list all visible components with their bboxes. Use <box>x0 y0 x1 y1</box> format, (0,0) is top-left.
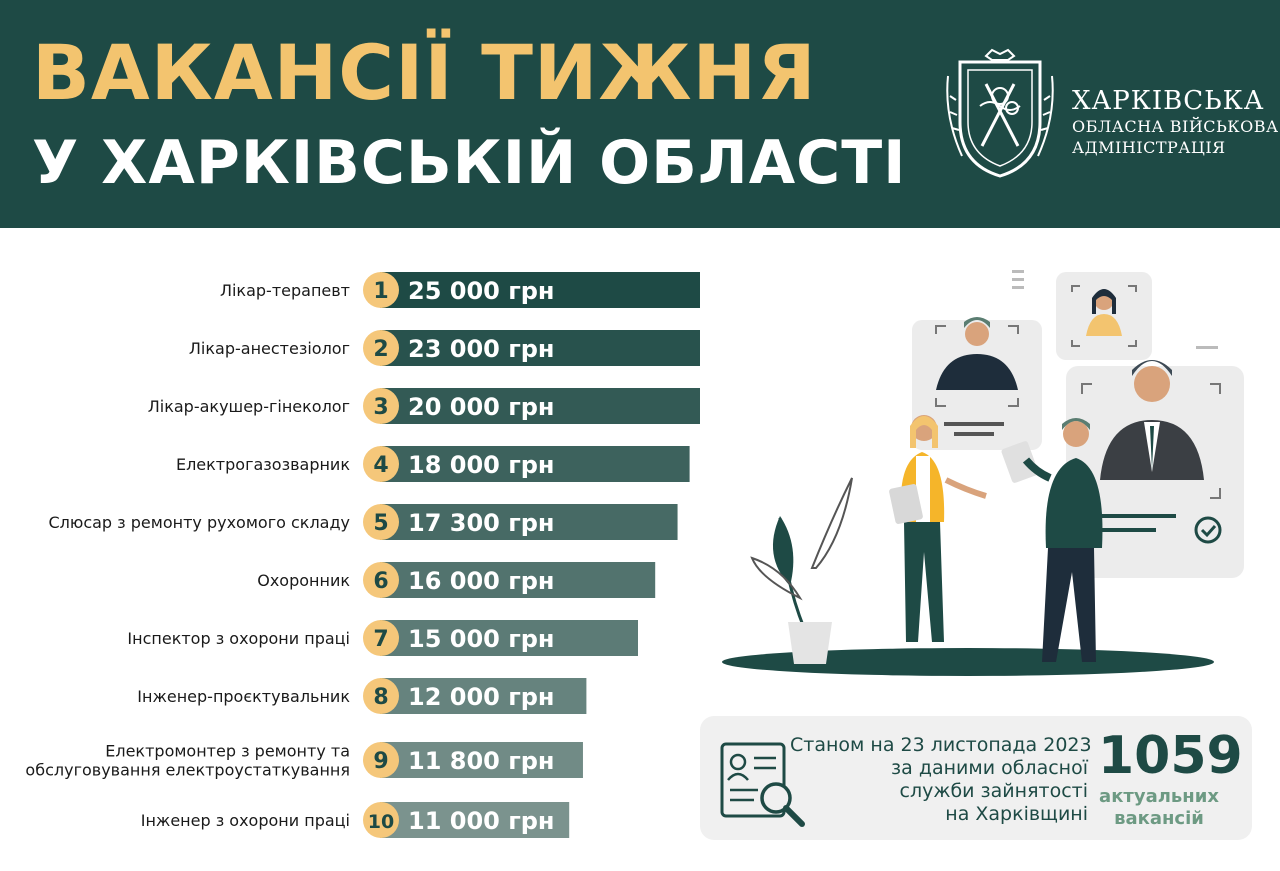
header-banner: ВАКАНСІЇ ТИЖНЯ У ХАРКІВСЬКІЙ ОБЛАСТІ ХАР… <box>0 0 1280 228</box>
rank-label-10: 10 <box>368 811 394 833</box>
rank-badge-5 <box>363 504 399 540</box>
rank-badge-8 <box>363 678 399 714</box>
info-text: Станом на 23 листопада 2023 за даними об… <box>790 734 1092 826</box>
coat-of-arms-icon <box>946 48 1054 178</box>
value-label-5: 17 300 грн <box>408 509 555 537</box>
category-label-10: Інженер з охорони праці <box>141 811 350 830</box>
category-label-4: Електрогазозварник <box>176 455 350 474</box>
vacancy-count-label-1: актуальних <box>1099 786 1219 807</box>
info-line-2: за даними обласної <box>891 757 1088 779</box>
salary-bar-chart: 1 25 000 грн Лікар-терапевт 2 23 000 грн Ліка… <box>25 272 700 838</box>
rank-badge-7 <box>363 620 399 656</box>
vacancy-count: 1059 <box>1098 726 1243 786</box>
page-title: ВАКАНСІЇ ТИЖНЯ <box>32 28 817 117</box>
value-label-2: 23 000 грн <box>408 335 555 363</box>
category-label-7: Інспектор з охорони праці <box>127 629 350 648</box>
rank-badge-4 <box>363 446 399 482</box>
info-line-3: служби зайнятості <box>899 780 1089 802</box>
org-line-1: ХАРКІВСЬКА <box>1072 86 1265 116</box>
value-label-8: 12 000 грн <box>408 683 555 711</box>
category-label-1: Лікар-терапевт <box>220 281 350 300</box>
organization-name: ХАРКІВСЬКА ОБЛАСНА ВІЙСЬКОВА АДМІНІСТРАЦ… <box>1072 86 1279 158</box>
rank-badge-9 <box>363 742 399 778</box>
category-label-9-line-2: обслуговування електроустаткування <box>25 761 350 780</box>
value-label-6: 16 000 грн <box>408 567 555 595</box>
bar-4 <box>380 446 690 482</box>
category-label-6: Охоронник <box>257 571 350 590</box>
bar-10 <box>380 802 570 838</box>
category-label-5: Слюсар з ремонту рухомого складу <box>48 513 350 532</box>
org-line-3: АДМІНІСТРАЦІЯ <box>1072 138 1226 157</box>
rank-label-9: 9 <box>373 749 388 774</box>
rank-badge-10 <box>363 802 399 838</box>
rank-label-6: 6 <box>373 569 388 594</box>
rank-badge-2 <box>363 330 399 366</box>
rank-label-3: 3 <box>373 395 388 420</box>
rank-label-2: 2 <box>373 337 388 362</box>
bar-1 <box>380 272 700 308</box>
info-panel <box>700 716 1252 840</box>
rank-label-4: 4 <box>373 453 388 478</box>
info-line-4: на Харківщині <box>945 803 1088 825</box>
category-label-8: Інженер-проєктувальник <box>137 687 350 706</box>
vacancy-count-label: актуальних вакансій <box>1098 786 1220 830</box>
rank-badge-6 <box>363 562 399 598</box>
value-label-1: 25 000 грн <box>408 277 555 305</box>
value-label-4: 18 000 грн <box>408 451 555 479</box>
category-label-3: Лікар-акушер-гінеколог <box>148 397 350 416</box>
value-label-3: 20 000 грн <box>408 393 555 421</box>
rank-label-7: 7 <box>373 627 388 652</box>
rank-label-5: 5 <box>373 511 388 536</box>
bar-8 <box>380 678 587 714</box>
org-line-2: ОБЛАСНА ВІЙСЬКОВА <box>1072 117 1279 136</box>
value-label-10: 11 000 грн <box>408 807 555 835</box>
info-line-1: Станом на 23 листопада 2023 <box>790 734 1092 756</box>
document-search-icon <box>720 742 805 827</box>
bar-6 <box>380 562 656 598</box>
rank-label-1: 1 <box>373 279 388 304</box>
value-label-7: 15 000 грн <box>408 625 555 653</box>
vacancy-count-label-2: вакансій <box>1114 808 1204 829</box>
rank-badge-1 <box>363 272 399 308</box>
category-label-9-line-1: Електромонтер з ремонту та <box>105 742 350 761</box>
page-subtitle: У ХАРКІВСЬКІЙ ОБЛАСТІ <box>32 128 907 198</box>
bar-3 <box>380 388 700 424</box>
bar-7 <box>380 620 638 656</box>
category-label-2: Лікар-анестезіолог <box>189 339 350 358</box>
recruitment-illustration-icon <box>722 270 1244 676</box>
bar-2 <box>380 330 700 366</box>
value-label-9: 11 800 грн <box>408 747 555 775</box>
bar-9 <box>380 742 583 778</box>
bar-5 <box>380 504 678 540</box>
rank-badge-3 <box>363 388 399 424</box>
rank-label-8: 8 <box>373 685 388 710</box>
